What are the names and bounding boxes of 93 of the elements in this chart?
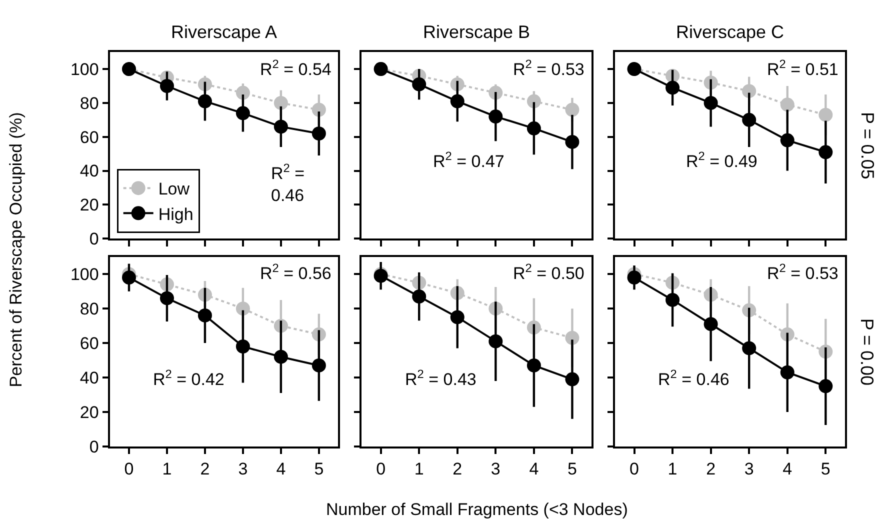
point xyxy=(818,379,833,394)
point xyxy=(412,77,426,92)
x-tick-label: 5 xyxy=(567,460,577,479)
y-tick-label: 60 xyxy=(80,128,99,147)
x-axis-title: Number of Small Fragments (<3 Nodes) xyxy=(326,500,628,519)
point xyxy=(666,80,680,95)
x-tick-label: 4 xyxy=(782,460,792,479)
point xyxy=(312,102,326,117)
point xyxy=(526,94,541,108)
x-tick-label: 1 xyxy=(414,460,424,479)
point xyxy=(742,84,756,98)
point xyxy=(742,112,756,127)
point xyxy=(450,310,464,324)
point xyxy=(704,96,718,110)
x-tick-label: 4 xyxy=(529,460,539,479)
x-tick-label: 1 xyxy=(162,460,172,479)
y-tick-label: 80 xyxy=(80,300,99,319)
x-tick-label: 2 xyxy=(200,460,210,479)
y-tick-label: 40 xyxy=(80,162,99,181)
x-tick-label: 5 xyxy=(820,460,830,479)
x-tick-label: 0 xyxy=(376,460,386,479)
annotation: R$^{2}$ = 0.46 xyxy=(271,161,305,206)
point xyxy=(704,317,718,332)
point xyxy=(274,350,288,364)
point xyxy=(565,134,580,149)
annotation: R$^{2}$ = 0.53 xyxy=(513,57,584,80)
y-tick-label: 100 xyxy=(70,60,99,80)
x-tick-label: 3 xyxy=(744,460,754,479)
annotation: R$^{2}$ = 0.47 xyxy=(433,149,504,172)
annotation: R$^{2}$ = 0.50 xyxy=(513,261,584,284)
y-tick-label: 0 xyxy=(89,230,99,249)
annotation: R$^{2}$ = 0.51 xyxy=(767,57,838,80)
point xyxy=(122,270,136,285)
annotation: R$^{2}$ = 0.43 xyxy=(405,367,476,390)
point xyxy=(488,334,503,348)
x-tick-label: 3 xyxy=(238,460,248,479)
point xyxy=(274,96,288,110)
x-tick-label: 3 xyxy=(490,460,500,479)
legend-label: High xyxy=(158,204,194,224)
point xyxy=(412,290,426,304)
point xyxy=(160,79,174,94)
point xyxy=(565,330,580,345)
point xyxy=(488,110,503,124)
y-tick-label: 100 xyxy=(70,265,99,284)
point xyxy=(450,94,464,108)
x-tick-label: 0 xyxy=(630,460,639,479)
point xyxy=(780,365,794,380)
point xyxy=(666,292,680,307)
point xyxy=(526,358,541,372)
x-tick-label: 2 xyxy=(706,460,716,479)
point xyxy=(565,102,580,117)
y-tick-label: 40 xyxy=(80,368,99,388)
point xyxy=(236,340,250,354)
point xyxy=(742,341,756,356)
y-tick-label: 0 xyxy=(89,437,99,456)
x-tick-label: 5 xyxy=(314,460,324,479)
point xyxy=(526,121,541,136)
point xyxy=(780,133,794,148)
annotation: R$^{2}$ = 0.54 xyxy=(260,57,332,80)
point xyxy=(198,94,212,108)
point xyxy=(236,86,250,100)
chart-title: Riverscape C xyxy=(676,22,784,42)
point xyxy=(274,120,288,134)
annotation: R$^{2}$ = 0.49 xyxy=(686,149,758,172)
x-tick-label: 1 xyxy=(668,460,678,479)
annotation: R$^{2}$ = 0.42 xyxy=(153,367,224,390)
chart-title: Riverscape A xyxy=(171,22,278,42)
point xyxy=(312,126,326,140)
text: P = 0.05 xyxy=(858,112,878,180)
annotation: R$^{2}$ = 0.46 xyxy=(658,367,730,390)
point xyxy=(627,270,642,285)
point xyxy=(818,108,833,122)
point xyxy=(818,145,833,160)
annotation: R$^{2}$ = 0.53 xyxy=(767,261,838,284)
text: P = 0.00 xyxy=(857,318,878,386)
x-tick-label: 2 xyxy=(452,460,462,479)
y-tick-label: 80 xyxy=(80,94,99,113)
point xyxy=(160,291,174,306)
annotation: R$^{2}$ = 0.56 xyxy=(260,261,332,284)
y-tick-label: 20 xyxy=(80,402,99,422)
point xyxy=(236,106,250,120)
y-tick-label: 20 xyxy=(80,196,99,215)
y-axis-title: Percent of Riverscape Occupied (%) xyxy=(6,112,26,388)
point xyxy=(780,98,794,112)
point xyxy=(312,358,326,372)
x-tick-label: 0 xyxy=(124,460,134,479)
y-tick-label: 60 xyxy=(80,334,99,354)
point xyxy=(236,302,250,316)
x-tick-label: 4 xyxy=(276,460,286,479)
point xyxy=(565,372,580,386)
chart-title: Riverscape B xyxy=(423,22,530,42)
point xyxy=(198,308,212,322)
legend-label: Low xyxy=(158,180,190,199)
